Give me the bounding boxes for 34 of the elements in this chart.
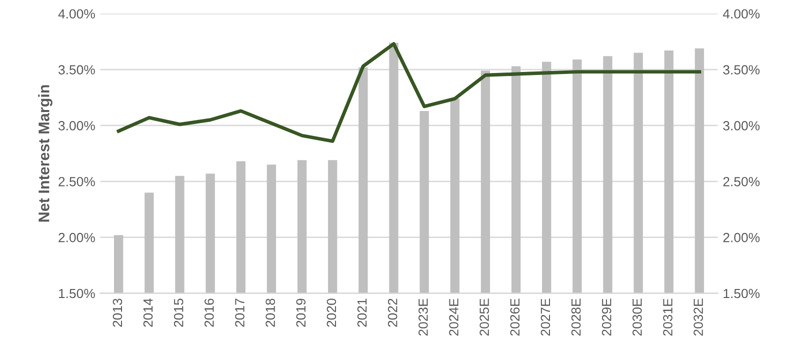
y2-tick-label: 3.50% bbox=[723, 65, 760, 74]
x-tick-label: 2032E bbox=[694, 298, 703, 336]
y-axis-title: Net Interest Margin bbox=[38, 85, 52, 222]
y-tick-label: 3.50% bbox=[58, 65, 95, 74]
y2-tick-label: 2.00% bbox=[723, 232, 760, 242]
x-tick-label: 2026E bbox=[510, 298, 520, 336]
x-tick-label: 2027E bbox=[540, 298, 550, 336]
y-tick-label: 4.00% bbox=[58, 9, 95, 19]
x-tick-label: 2022 bbox=[388, 298, 398, 327]
y-tick-label: 2.00% bbox=[58, 232, 95, 242]
x-tick-label: 2025E bbox=[480, 298, 489, 336]
y2-tick-label: 3.00% bbox=[723, 121, 760, 130]
y-tick-label: 2.50% bbox=[58, 176, 95, 186]
x-tick-label: 2028E bbox=[571, 298, 581, 336]
x-tick-label: 2015 bbox=[174, 298, 184, 327]
x-tick-label: 2016 bbox=[204, 298, 214, 327]
x-tick-label: 2020 bbox=[326, 298, 336, 327]
x-tick-label: 2029E bbox=[602, 298, 612, 336]
y2-tick-label: 4.00% bbox=[722, 9, 760, 19]
line-series bbox=[116, 42, 702, 143]
x-tick-label: 2018 bbox=[266, 298, 275, 327]
x-tick-label: 2023E bbox=[418, 298, 428, 336]
x-tick-label: 2024E bbox=[449, 298, 458, 336]
x-tick-label: 2013 bbox=[112, 298, 122, 327]
y-tick-label: 1.50% bbox=[58, 288, 95, 298]
x-tick-label: 2014 bbox=[143, 298, 153, 327]
x-tick-label: 2030E bbox=[632, 298, 642, 336]
x-tick-label: 2021 bbox=[357, 298, 367, 327]
x-tick-label: 2019 bbox=[296, 298, 306, 327]
y2-tick-label: 2.50% bbox=[723, 176, 760, 186]
x-tick-label: 2017 bbox=[235, 298, 244, 327]
y-tick-label: 3.00% bbox=[58, 121, 95, 130]
y2-tick-label: 1.50% bbox=[724, 288, 760, 298]
x-tick-label: 2031E bbox=[663, 298, 672, 336]
